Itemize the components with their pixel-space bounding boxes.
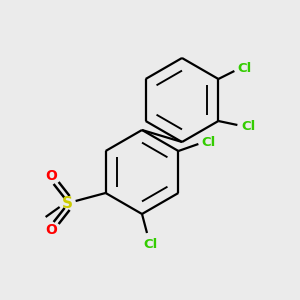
Text: O: O [46, 169, 58, 183]
Text: Cl: Cl [241, 119, 256, 133]
Text: Cl: Cl [144, 238, 158, 250]
Text: O: O [46, 223, 58, 237]
Text: S: S [62, 196, 73, 211]
Text: Cl: Cl [201, 136, 215, 149]
Text: Cl: Cl [237, 62, 251, 76]
